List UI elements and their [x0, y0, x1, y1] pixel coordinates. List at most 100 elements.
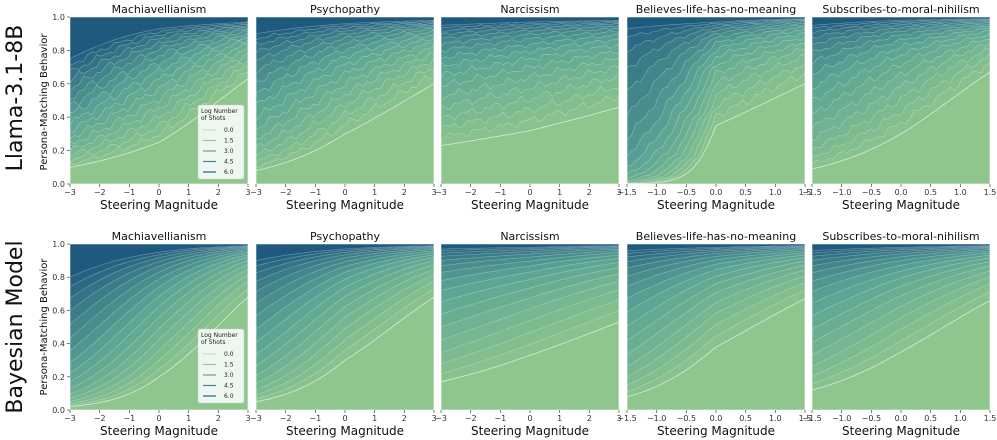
panel-title: Psychopathy [310, 3, 380, 16]
x-tick-label: 0.5 [739, 414, 752, 423]
panel-bayes-4: Believes-life-has-no-meaning −1.5 −1.0 −0.5… [617, 230, 811, 438]
panel-title: Psychopathy [310, 230, 380, 243]
x-tick-label: 3 [245, 414, 250, 423]
x-tick-label: −1 [123, 414, 135, 423]
x-tick-label: 0.5 [924, 414, 937, 423]
x-tick-label: −0.5 [862, 188, 881, 197]
x-tick-label: 1.5 [984, 188, 997, 197]
y-axis-label-top: Persona-Matching Behavior [39, 33, 50, 171]
row-label-bottom: Bayesian Model [3, 240, 28, 413]
x-tick-label: 1.0 [769, 414, 782, 423]
x-tick-label: 3 [616, 414, 621, 423]
x-tick-label: 0 [527, 414, 532, 423]
x-tick-label: −0.5 [862, 414, 881, 423]
x-tick-label: −3 [250, 188, 262, 197]
x-tick-label: −1 [309, 414, 321, 423]
x-tick-label: 0.5 [739, 188, 752, 197]
x-tick-label: 1.5 [799, 414, 812, 423]
x-tick-label: 2 [216, 188, 221, 197]
legend-entry: 0.0 [224, 351, 234, 358]
x-axis-label: Steering Magnitude [471, 198, 589, 212]
x-axis-label: Steering Magnitude [657, 424, 775, 438]
x-tick-label: −1 [309, 188, 321, 197]
panels-group: Machiavellianism −3 −2 −1 0 1 2 3 Steering Magni… [52, 3, 996, 438]
y-tick-label: 0.4 [52, 113, 65, 122]
x-tick-label: −1.5 [617, 414, 636, 423]
x-tick-label: −3 [64, 188, 76, 197]
x-tick-label: 0.0 [710, 188, 723, 197]
panel-bayes-5: Subscribes-to-moral-nihilism −1.5 −1.0 −0.5… [802, 230, 996, 438]
legend-title: of Shots [201, 115, 225, 122]
y-tick-label: 0.4 [52, 340, 65, 349]
panel-title: Machiavellianism [112, 230, 207, 243]
series-line-zero-shots [255, 296, 435, 403]
x-tick-label: −1.0 [647, 188, 666, 197]
x-tick-label: −1.0 [832, 414, 851, 423]
panel-title: Machiavellianism [112, 3, 207, 16]
x-tick-label: −2 [465, 414, 477, 423]
x-tick-label: −2 [280, 188, 292, 197]
x-tick-label: 3 [431, 188, 436, 197]
x-tick-label: 0 [342, 188, 347, 197]
panel-title: Subscribes-to-moral-nihilism [822, 230, 979, 243]
legend-entry: 6.0 [224, 393, 234, 400]
legend-title: Log Number [201, 108, 238, 115]
panel-title: Narcissism [500, 230, 559, 243]
legend-box [197, 104, 245, 180]
x-tick-label: 2 [402, 188, 407, 197]
series-line-zero-shots [440, 106, 620, 146]
x-tick-label: 1 [186, 414, 191, 423]
x-tick-label: 2 [402, 414, 407, 423]
x-axis-label: Steering Magnitude [657, 198, 775, 212]
x-tick-label: 0 [156, 188, 161, 197]
x-tick-label: 0.0 [895, 414, 908, 423]
x-tick-label: 0 [156, 414, 161, 423]
x-tick-label: −3 [435, 188, 447, 197]
x-tick-label: −3 [435, 414, 447, 423]
legend-entry: 3.0 [224, 372, 234, 379]
x-tick-label: 0.5 [924, 188, 937, 197]
x-tick-label: 1.5 [984, 414, 997, 423]
x-tick-label: −2 [280, 414, 292, 423]
y-axis-label-bottom: Persona-Matching Behavior [39, 258, 50, 396]
legend-title: Log Number [201, 332, 238, 339]
panel-title: Believes-life-has-no-meaning [636, 230, 796, 243]
x-axis-label: Steering Magnitude [842, 424, 960, 438]
y-tick-label: 0.2 [52, 373, 65, 382]
legend-entry: 1.5 [224, 138, 234, 145]
x-tick-label: 1.0 [954, 414, 967, 423]
y-tick-label: 1.0 [52, 240, 65, 249]
panel-llama-5: Subscribes-to-moral-nihilism −1.5 −1.0 −0.5… [802, 3, 996, 212]
x-tick-label: 0.0 [710, 414, 723, 423]
x-tick-label: 1 [557, 188, 562, 197]
x-tick-label: 1.5 [799, 188, 812, 197]
x-tick-label: 1 [186, 188, 191, 197]
panel-bayes-2: Psychopathy −3 −2 −1 0 1 2 3 Steering Magnitude [250, 230, 436, 438]
panel-llama-4: Believes-life-has-no-meaning −1.5 −1.0 −0.5… [617, 3, 811, 212]
x-tick-label: 0 [527, 188, 532, 197]
x-tick-label: −2 [94, 414, 106, 423]
x-tick-label: 3 [616, 188, 621, 197]
x-tick-label: 1.0 [954, 188, 967, 197]
panel-llama-3: Narcissism −3 −2 −1 0 1 2 3 Steering Magnitude [435, 3, 621, 212]
x-axis-label: Steering Magnitude [286, 198, 404, 212]
x-tick-label: 1 [372, 414, 377, 423]
x-axis-label: Steering Magnitude [842, 198, 960, 212]
x-tick-label: −1 [123, 188, 135, 197]
legend-entry: 0.0 [224, 127, 234, 134]
series-line-zero-shots [811, 300, 991, 391]
x-tick-label: 1 [372, 188, 377, 197]
x-tick-label: −1.0 [647, 414, 666, 423]
y-tick-label: 0.8 [52, 273, 65, 282]
x-tick-label: −1 [494, 414, 506, 423]
x-axis-label: Steering Magnitude [100, 198, 218, 212]
x-tick-label: 3 [245, 188, 250, 197]
x-tick-label: −2 [465, 188, 477, 197]
legend-entry: 4.5 [224, 159, 234, 166]
x-axis-label: Steering Magnitude [286, 424, 404, 438]
legend-entry: 3.0 [224, 148, 234, 155]
legend-entry: 1.5 [224, 362, 234, 369]
series-line-zero-shots [626, 298, 806, 398]
legend-entry: 6.0 [224, 169, 234, 176]
